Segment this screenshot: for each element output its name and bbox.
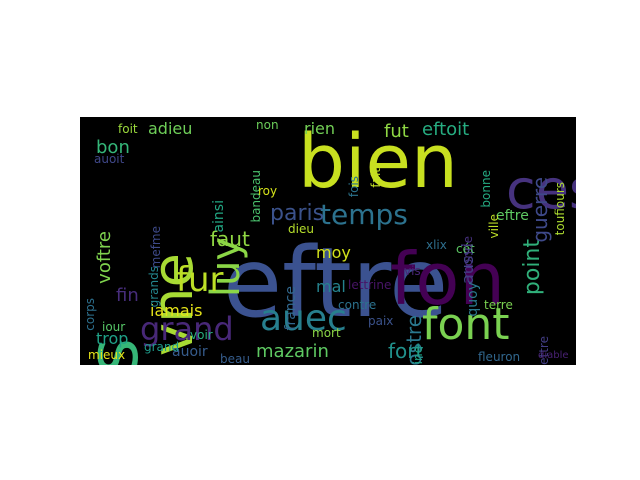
cloud-word: dieu — [288, 222, 314, 236]
cloud-word: eftre — [223, 227, 449, 339]
cloud-word: roy — [258, 184, 278, 198]
cloud-word: auoit — [94, 152, 125, 166]
cloud-word: lettrine — [348, 278, 392, 292]
cloud-word: fin — [116, 285, 139, 306]
cloud-word: paix — [368, 314, 394, 328]
cloud-word: corps — [83, 298, 97, 331]
cloud-word: grand — [144, 340, 180, 354]
cloud-word: eftoit — [422, 119, 470, 140]
cloud-word: contre — [338, 298, 377, 312]
cloud-word: fait — [369, 168, 383, 188]
cloud-word: bonne — [479, 170, 493, 208]
cloud-word: fleuron — [478, 350, 521, 364]
cloud-word: mefme — [149, 226, 163, 269]
cloud-word: fon — [390, 237, 506, 321]
cloud-word: grands — [147, 266, 161, 308]
cloud-word: mal — [316, 277, 346, 296]
cloud-word: beau — [220, 352, 250, 365]
cloud-word: temps — [320, 198, 408, 231]
cloud-word: trop — [96, 329, 129, 348]
cloud-word: cét — [456, 242, 475, 256]
cloud-word: font — [422, 299, 510, 350]
cloud-word: faut — [210, 227, 250, 251]
cloud-word: fort — [388, 339, 424, 363]
cloud-word: quoy — [465, 282, 481, 318]
cloud-word: bien — [298, 119, 458, 205]
cloud-word: monde — [461, 236, 475, 278]
cloud-word: xlix — [426, 238, 447, 252]
cloud-word: terre — [484, 298, 513, 312]
cloud-word: mazarin — [256, 341, 329, 362]
cloud-word: mort — [312, 326, 341, 340]
cloud-word: grand — [140, 310, 234, 348]
cloud-word: mieux — [88, 348, 126, 362]
cloud-word: non — [256, 118, 279, 132]
cloud-word: fur — [176, 260, 224, 300]
cloud-word: adieu — [148, 119, 193, 138]
cloud-word: toufiours — [553, 182, 567, 236]
cloud-word: bon — [96, 137, 130, 158]
cloud-word: vis — [404, 264, 421, 278]
cloud-word: moy — [316, 243, 351, 262]
cloud-word: ces — [506, 158, 576, 221]
cloud-word: fut — [384, 121, 409, 142]
cloud-word: auec — [260, 298, 347, 339]
cloud-word: paris — [270, 201, 325, 226]
cloud-word: fois — [347, 176, 361, 198]
cloud-word: ville — [487, 214, 501, 239]
cloud-word: foit — [118, 122, 138, 136]
cloud-word: auoir — [172, 344, 208, 360]
cloud-word: iamais — [150, 301, 203, 320]
cloud-word: guerre — [528, 177, 552, 243]
cloud-word: iour — [102, 320, 126, 334]
cloud-word: peine — [411, 346, 425, 365]
cloud-word: eftre — [496, 208, 529, 224]
cloud-word: france — [283, 286, 299, 331]
cloud-word: ainsi — [211, 200, 227, 233]
word-cloud: bieneftrefonransvnecesfontauecluygrandfu… — [80, 117, 576, 365]
cloud-word: rien — [304, 119, 336, 138]
cloud-word: voir — [190, 328, 213, 342]
cloud-word: voftre — [94, 230, 115, 284]
cloud-word: diable — [538, 350, 569, 361]
cloud-word: point — [520, 239, 545, 296]
